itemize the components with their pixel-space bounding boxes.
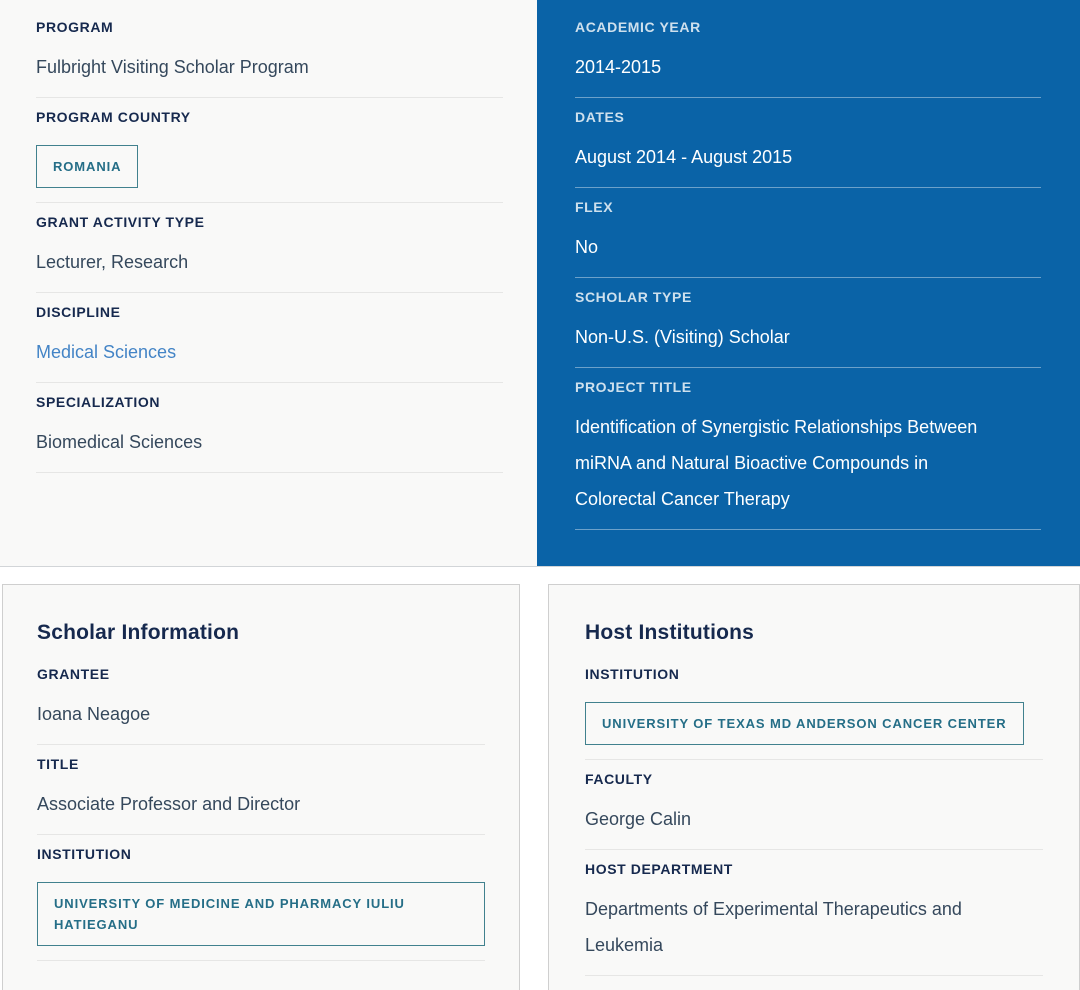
faculty-label: FACULTY [585,771,653,787]
field-title: TITLE Associate Professor and Director [37,745,485,835]
faculty-value: George Calin [585,809,692,829]
scholar-type-label: SCHOLAR TYPE [575,289,692,305]
specialization-label: SPECIALIZATION [36,394,161,410]
host-department-label: HOST DEPARTMENT [585,861,733,877]
grant-activity-type-value: Lecturer, Research [36,252,189,272]
grant-details-panel: ACADEMIC YEAR 2014-2015 DATES August 201… [537,0,1080,566]
title-label: TITLE [37,756,79,772]
academic-year-label: ACADEMIC YEAR [575,19,701,35]
host-institution-label: INSTITUTION [585,666,680,682]
grant-overview-section: PROGRAM Fulbright Visiting Scholar Progr… [0,0,1080,567]
field-specialization: SPECIALIZATION Biomedical Sciences [36,383,503,473]
grantee-value: Ioana Neagoe [37,704,151,724]
flex-label: FLEX [575,199,614,215]
discipline-link[interactable]: Medical Sciences [36,342,177,362]
field-grant-activity-type: GRANT ACTIVITY TYPE Lecturer, Research [36,203,503,293]
field-dates: DATES August 2014 - August 2015 [575,98,1041,188]
info-cards-row: Scholar Information GRANTEE Ioana Neagoe… [0,584,1080,990]
host-department-value: Departments of Experimental Therapeutics… [585,899,962,955]
field-host-department: HOST DEPARTMENT Departments of Experimen… [585,850,1043,976]
dates-value: August 2014 - August 2015 [575,147,793,167]
country-badge-romania[interactable]: ROMANIA [36,145,139,188]
field-host-institution: INSTITUTION UNIVERSITY OF TEXAS MD ANDER… [585,655,1043,760]
program-details-panel: PROGRAM Fulbright Visiting Scholar Progr… [0,0,537,566]
field-project-title: PROJECT TITLE Identification of Synergis… [575,368,1041,530]
field-faculty: FACULTY George Calin [585,760,1043,850]
flex-value: No [575,237,599,257]
field-scholar-type: SCHOLAR TYPE Non-U.S. (Visiting) Scholar [575,278,1041,368]
field-institution: INSTITUTION UNIVERSITY OF MEDICINE AND P… [37,835,485,961]
grant-activity-type-label: GRANT ACTIVITY TYPE [36,214,205,230]
field-program-country: PROGRAM COUNTRY ROMANIA [36,98,503,203]
discipline-label: DISCIPLINE [36,304,121,320]
program-value: Fulbright Visiting Scholar Program [36,57,309,77]
project-title-value: Identification of Synergistic Relationsh… [575,417,978,509]
field-discipline: DISCIPLINE Medical Sciences [36,293,503,383]
scholar-information-card: Scholar Information GRANTEE Ioana Neagoe… [2,584,520,990]
program-country-label: PROGRAM COUNTRY [36,109,191,125]
academic-year-value: 2014-2015 [575,57,662,77]
title-value: Associate Professor and Director [37,794,301,814]
program-label: PROGRAM [36,19,114,35]
scholar-type-value: Non-U.S. (Visiting) Scholar [575,327,790,347]
field-program: PROGRAM Fulbright Visiting Scholar Progr… [36,8,503,98]
field-academic-year: ACADEMIC YEAR 2014-2015 [575,8,1041,98]
scholar-institution-badge[interactable]: UNIVERSITY OF MEDICINE AND PHARMACY IULI… [37,882,485,946]
host-institutions-card: Host Institutions INSTITUTION UNIVERSITY… [548,584,1080,990]
institution-label: INSTITUTION [37,846,132,862]
dates-label: DATES [575,109,625,125]
field-grantee: GRANTEE Ioana Neagoe [37,655,485,745]
grantee-label: GRANTEE [37,666,110,682]
specialization-value: Biomedical Sciences [36,432,203,452]
project-title-label: PROJECT TITLE [575,379,692,395]
field-flex: FLEX No [575,188,1041,278]
host-institutions-title: Host Institutions [585,621,755,644]
scholar-information-title: Scholar Information [37,621,240,644]
host-institution-badge[interactable]: UNIVERSITY OF TEXAS MD ANDERSON CANCER C… [585,702,1024,745]
